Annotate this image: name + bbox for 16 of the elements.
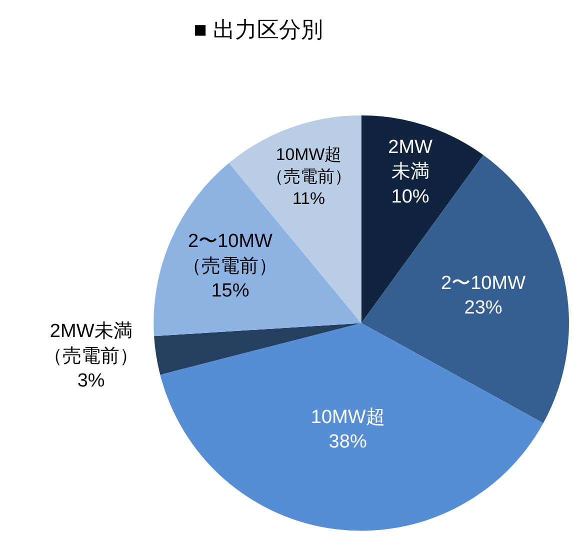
data-label: 11%: [292, 188, 326, 208]
data-label: 15%: [211, 280, 250, 302]
pie-slice: [154, 323, 362, 375]
slice-label: 2〜10MW（売電前）: [182, 231, 278, 277]
slice-label: 2〜10MW: [441, 272, 526, 294]
slice-label: 10MW超: [310, 406, 385, 428]
slice-label: 2MW 未満: [388, 136, 433, 183]
data-label: 3%: [77, 370, 105, 392]
data-label: 10%: [391, 186, 430, 208]
data-label: 38%: [328, 432, 367, 453]
pie-slice: [160, 323, 544, 530]
slice-label: 10MW超（売電前）: [266, 145, 352, 186]
chart-title: ■ 出力区分別: [194, 17, 324, 42]
data-label: 23%: [464, 298, 502, 319]
slice-label: 2MW未満（売電前）: [44, 321, 139, 367]
pie-slice: [154, 163, 362, 336]
